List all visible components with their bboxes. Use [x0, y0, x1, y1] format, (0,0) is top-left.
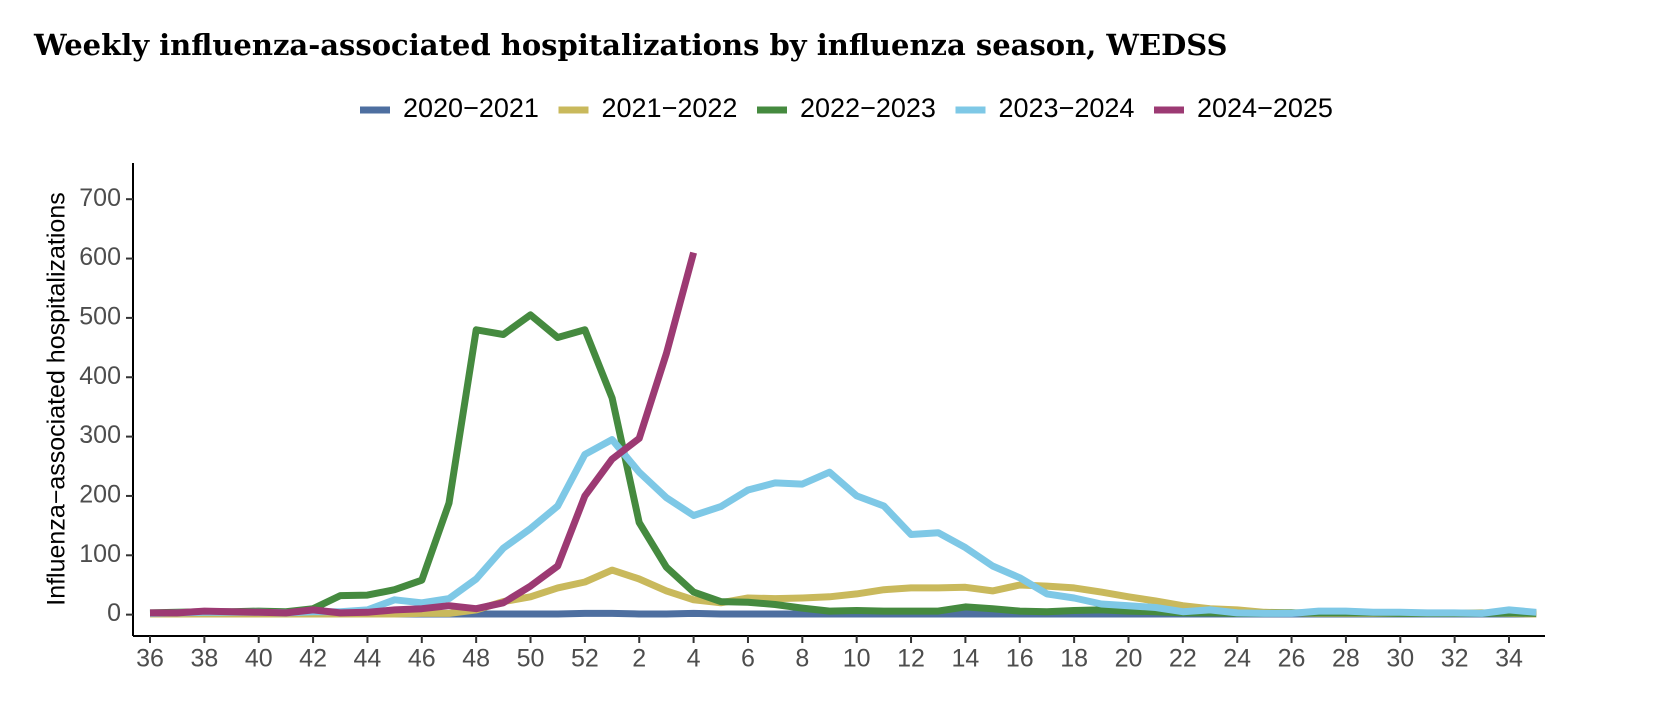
x-tick-label: 44 — [354, 645, 382, 673]
x-tick-label: 38 — [190, 645, 218, 673]
x-tick-label: 10 — [843, 645, 871, 673]
x-tick-label: 6 — [741, 645, 755, 673]
legend-label: 2020−2021 — [403, 93, 539, 123]
x-tick-label: 26 — [1278, 645, 1306, 673]
y-tick-label: 100 — [79, 540, 121, 568]
legend-label: 2021−2022 — [602, 93, 738, 123]
x-tick-label: 36 — [136, 645, 164, 673]
y-tick-label: 600 — [79, 243, 121, 271]
x-tick-label: 14 — [951, 645, 979, 673]
legend-label: 2022−2023 — [800, 93, 936, 123]
y-tick-label: 400 — [79, 362, 121, 390]
y-tick-label: 0 — [107, 599, 121, 627]
y-tick-label: 700 — [79, 184, 121, 212]
x-tick-label: 50 — [517, 645, 545, 673]
x-tick-label: 8 — [795, 645, 809, 673]
x-tick-label: 32 — [1441, 645, 1469, 673]
series-line — [149, 311, 1537, 617]
legend-label: 2024−2025 — [1197, 93, 1333, 123]
legend-label: 2023−2024 — [999, 93, 1135, 123]
x-tick-label: 24 — [1223, 645, 1251, 673]
x-tick-label: 34 — [1495, 645, 1523, 673]
x-tick-label: 30 — [1386, 645, 1414, 673]
x-tick-label: 20 — [1115, 645, 1143, 673]
x-tick-label: 28 — [1332, 645, 1360, 673]
series-line — [149, 436, 1537, 617]
chart-title: Weekly influenza-associated hospitalizat… — [33, 28, 1228, 62]
y-tick-label: 200 — [79, 481, 121, 509]
x-tick-label: 46 — [408, 645, 436, 673]
x-tick-label: 22 — [1169, 645, 1197, 673]
x-tick-label: 40 — [245, 645, 273, 673]
x-tick-label: 16 — [1006, 645, 1034, 673]
x-tick-label: 12 — [897, 645, 925, 673]
y-tick-label: 500 — [79, 303, 121, 331]
x-tick-label: 18 — [1060, 645, 1088, 673]
y-axis-label: Influenza−associated hospitalizations — [43, 192, 71, 605]
y-tick-label: 300 — [79, 421, 121, 449]
x-tick-label: 52 — [571, 645, 599, 673]
series-line — [150, 251, 697, 617]
x-tick-label: 4 — [687, 645, 701, 673]
x-tick-label: 42 — [299, 645, 327, 673]
x-tick-label: 48 — [462, 645, 490, 673]
x-tick-label: 2 — [632, 645, 646, 673]
